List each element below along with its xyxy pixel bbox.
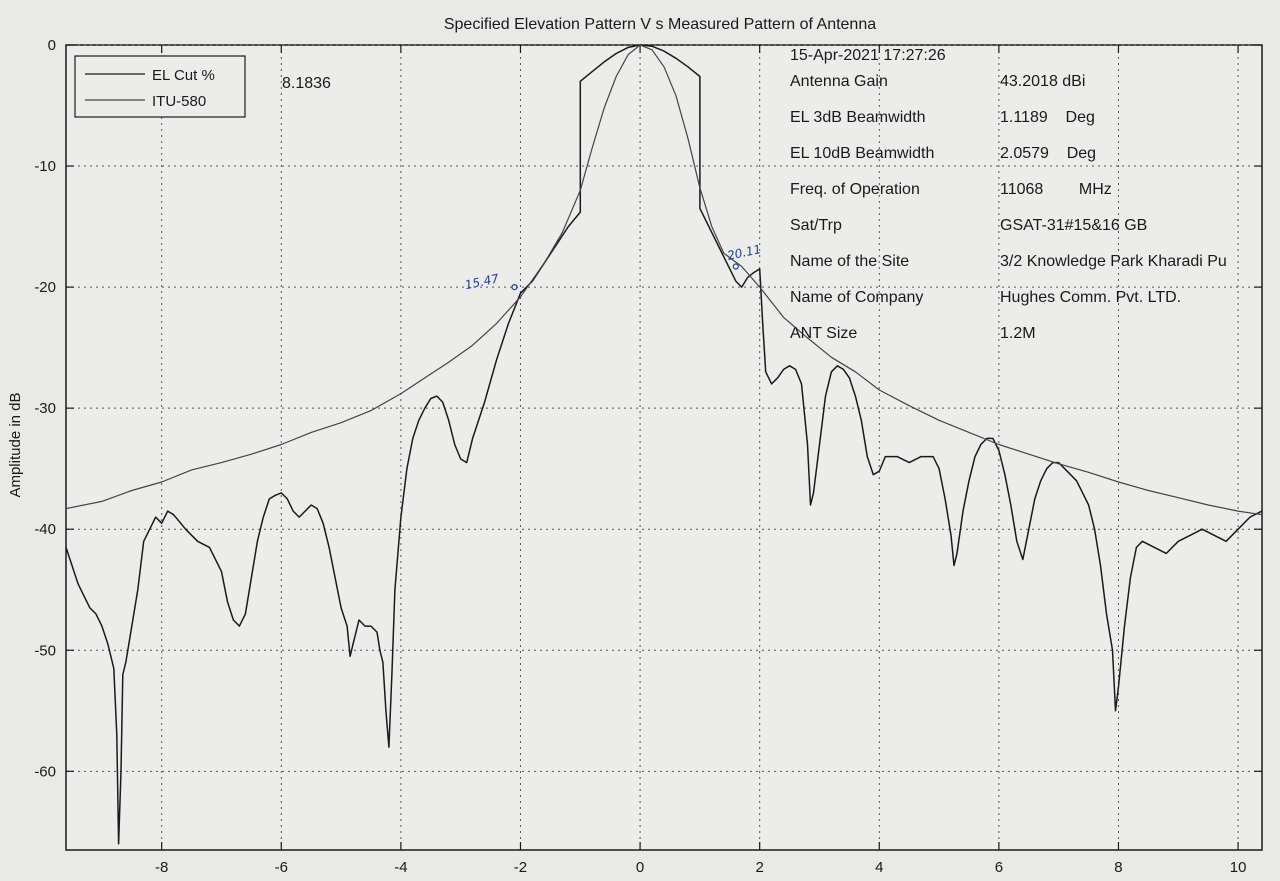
info-label-el-10db: EL 10dB Beamwidth — [790, 145, 934, 162]
y-axis-label: Amplitude in dB — [7, 392, 24, 497]
info-label-el-3db: EL 3dB Beamwidth — [790, 109, 925, 126]
y-tick-label: -10 — [34, 158, 56, 175]
info-timestamp: 15-Apr-2021 17:27:26 — [790, 47, 946, 64]
chart-title: Specified Elevation Pattern V s Measured… — [444, 16, 876, 33]
info-label-site: Name of the Site — [790, 253, 909, 270]
info-label-ant-size: ANT Size — [790, 325, 857, 342]
y-tick-label: -20 — [34, 279, 56, 296]
info-value-frequency: 11068 MHz — [1000, 181, 1112, 198]
x-tick-label: 4 — [875, 859, 883, 876]
x-tick-label: -2 — [514, 859, 527, 876]
grid — [66, 44, 1262, 850]
legend-box — [74, 55, 246, 118]
legend-value: 8.1836 — [282, 75, 331, 92]
y-tick-label: -40 — [34, 521, 56, 538]
legend-label-itu: ITU-580 — [152, 93, 206, 110]
info-value-el-10db: 2.0579 Deg — [1000, 145, 1096, 162]
series-line-itu-580 — [65, 44, 1263, 516]
info-value-el-3db: 1.1189 Deg — [1000, 109, 1095, 126]
info-label-antenna-gain: Antenna Gain — [790, 73, 888, 90]
y-tick-label: -60 — [34, 763, 56, 780]
info-box: 15-Apr-2021 17:27:26 Antenna Gain 43.201… — [790, 47, 1227, 342]
info-value-ant-size: 1.2M — [1000, 325, 1036, 342]
legend: EL Cut % ITU-580 — [74, 55, 246, 118]
y-axis-ticks: 0 -10 -20 -30 -40 -50 -60 — [34, 37, 1262, 780]
x-tick-label: 10 — [1230, 859, 1247, 876]
legend-label-el-cut: EL Cut % — [152, 67, 215, 84]
x-tick-label: 0 — [636, 859, 644, 876]
x-axis-ticks: -8 -6 -4 -2 0 2 4 6 8 10 — [155, 45, 1246, 876]
x-tick-label: -6 — [275, 859, 288, 876]
info-value-site: 3/2 Knowledge Park Kharadi Pu — [1000, 253, 1227, 270]
x-tick-label: -8 — [155, 859, 168, 876]
series-line-el-cut — [65, 44, 1263, 845]
annotation-marker — [732, 263, 739, 270]
info-label-sat-trp: Sat/Trp — [790, 217, 842, 234]
annotation-label: 20.11 — [726, 242, 763, 263]
y-tick-label: -50 — [34, 642, 56, 659]
info-value-antenna-gain: 43.2018 dBi — [1000, 73, 1085, 90]
info-value-company: Hughes Comm. Pvt. LTD. — [1000, 289, 1181, 306]
info-value-sat-trp: GSAT-31#15&16 GB — [1000, 217, 1147, 234]
info-label-frequency: Freq. of Operation — [790, 181, 920, 198]
x-tick-label: 6 — [995, 859, 1003, 876]
series-group — [65, 44, 1263, 845]
annotation-marker — [511, 284, 518, 291]
x-tick-label: -4 — [394, 859, 407, 876]
x-tick-label: 8 — [1114, 859, 1122, 876]
y-tick-label: 0 — [48, 37, 56, 54]
plot-area — [65, 44, 1263, 851]
x-tick-label: 2 — [756, 859, 764, 876]
info-label-company: Name of Company — [790, 289, 923, 306]
y-tick-label: -30 — [34, 400, 56, 417]
